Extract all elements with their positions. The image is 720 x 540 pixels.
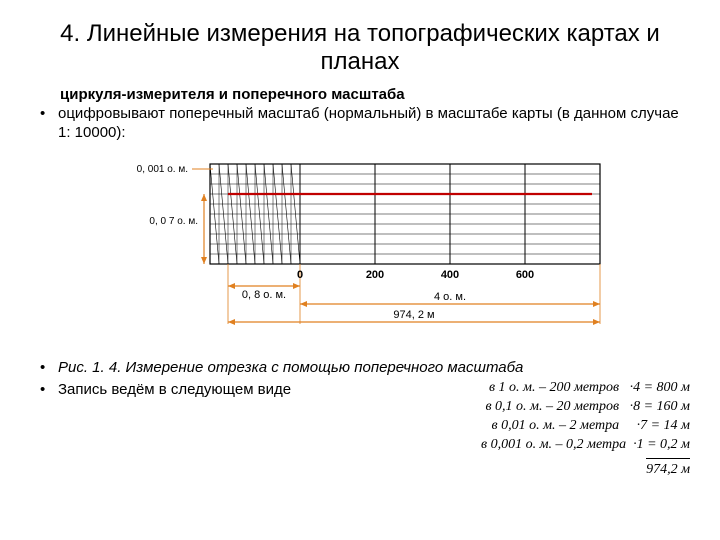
svg-text:600: 600 xyxy=(516,269,534,281)
svg-text:0, 8 о. м.: 0, 8 о. м. xyxy=(242,289,286,301)
svg-text:974, 2 м: 974, 2 м xyxy=(393,309,434,321)
figure-caption: Рис. 1. 4. Измерение отрезка с помощью п… xyxy=(58,359,690,378)
bullet-1-text: оцифровывают поперечный масштаб (нормаль… xyxy=(58,105,690,143)
transverse-scale-diagram: 0, 001 о. м. 0, 0 7 о. м. 0, 8 о. м. 4 о. м… xyxy=(100,149,620,349)
svg-text:0, 001 о. м.: 0, 001 о. м. xyxy=(137,164,188,175)
bullet-mark: • xyxy=(40,359,58,378)
page-title: 4. Линейные измерения на топографических… xyxy=(30,20,690,76)
eq-row-1: в 1 о. м. – 200 метров ·4 = 800 м xyxy=(390,379,690,398)
eq-row-3: в 0,01 о. м. – 2 метра ·7 = 14 м xyxy=(390,417,690,436)
svg-text:0: 0 xyxy=(297,269,303,281)
bullet-1: • оцифровывают поперечный масштаб (норма… xyxy=(40,105,690,143)
svg-text:400: 400 xyxy=(441,269,459,281)
bullet-mark: • xyxy=(40,381,58,400)
eq-answer: 974,2 м xyxy=(390,455,690,480)
subtitle: циркуля-измерителя и поперечного масштаб… xyxy=(60,86,690,103)
eq-row-4: в 0,001 о. м. – 0,2 метра ·1 = 0,2 м xyxy=(390,436,690,455)
svg-text:4 о. м.: 4 о. м. xyxy=(434,291,466,303)
bullet-caption: • Рис. 1. 4. Измерение отрезка с помощью… xyxy=(40,359,690,378)
eq-row-2: в 0,1 о. м. – 20 метров ·8 = 160 м xyxy=(390,398,690,417)
equation-block: в 1 о. м. – 200 метров ·4 = 800 м в 0,1 … xyxy=(390,379,690,479)
diagram-container: 0, 001 о. м. 0, 0 7 о. м. 0, 8 о. м. 4 о. м… xyxy=(30,149,690,349)
svg-text:200: 200 xyxy=(366,269,384,281)
bullet-mark: • xyxy=(40,105,58,143)
bullet-3-text: Запись ведём в следующем виде xyxy=(58,381,390,400)
bullet-3: • Запись ведём в следующем виде xyxy=(40,381,390,400)
svg-text:0, 0 7 о. м.: 0, 0 7 о. м. xyxy=(149,216,198,227)
